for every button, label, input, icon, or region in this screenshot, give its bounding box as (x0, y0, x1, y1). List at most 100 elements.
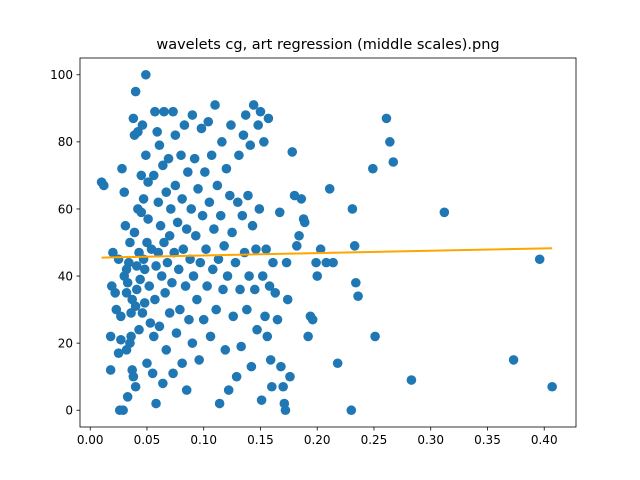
scatter-point (172, 217, 183, 228)
scatter-point (206, 150, 217, 161)
scatter-point (131, 261, 142, 271)
scatter-point (181, 224, 192, 234)
scatter-point (160, 288, 170, 298)
scatter-point (119, 187, 130, 197)
scatter-point (158, 160, 168, 171)
scatter-point (150, 106, 160, 117)
scatter-point (223, 385, 234, 395)
scatter-point (110, 288, 120, 298)
scatter-point (145, 318, 156, 328)
scatter-point (218, 284, 228, 295)
scatter-point (128, 371, 139, 382)
scatter-point (168, 106, 178, 117)
scatter-point (141, 150, 151, 161)
scatter-point (238, 130, 249, 140)
scatter-point (128, 113, 139, 124)
scatter-point (291, 241, 302, 251)
scatter-point (534, 254, 545, 265)
scatter-point (248, 100, 259, 110)
scatter-point (246, 361, 257, 372)
scatter-point (121, 288, 132, 298)
scatter-point (170, 180, 181, 191)
scatter-point (141, 69, 151, 80)
scatter-point (136, 207, 147, 218)
scatter-point (235, 284, 245, 295)
scatter-point (169, 247, 180, 258)
scatter-point (195, 257, 206, 268)
scatter-point (178, 244, 189, 255)
scatter-point (131, 284, 142, 295)
scatter-point (189, 153, 200, 164)
scatter-point (280, 405, 291, 416)
scatter-point (287, 147, 298, 157)
scatter-point (252, 324, 262, 335)
scatter-point (198, 314, 209, 325)
scatter-point (370, 331, 380, 342)
scatter-point (249, 284, 260, 295)
scatter-point (232, 197, 243, 208)
scatter-point (158, 378, 168, 389)
scatter-point (274, 207, 285, 218)
scatter-point (108, 247, 118, 258)
scatter-point (211, 304, 221, 315)
scatter-point (282, 294, 293, 305)
scatter-point (152, 127, 162, 137)
y-tick-label: 80 (58, 135, 73, 149)
scatter-point (272, 314, 283, 325)
scatter-point (270, 288, 281, 298)
scatter-point (257, 271, 268, 281)
regression-line-group (101, 247, 553, 259)
scatter-point (130, 301, 141, 312)
scatter-point (139, 264, 150, 275)
scatter-point (116, 334, 126, 345)
scatter-point (268, 257, 278, 268)
scatter-point (247, 220, 258, 231)
scatter-point (439, 207, 450, 218)
y-axis: 0 20 40 60 80 100 (50, 68, 80, 418)
scatter-point (254, 204, 265, 214)
scatter-point (105, 365, 116, 375)
scatter-point (353, 291, 363, 301)
scatter-point (164, 230, 175, 241)
scatter-point (113, 348, 124, 359)
scatter-point (180, 281, 191, 291)
scatter-point (155, 220, 166, 231)
scatter-point (185, 254, 195, 265)
scatter-point (214, 398, 225, 409)
scatter-point (161, 187, 172, 197)
scatter-point (213, 254, 224, 265)
scatter-point (126, 308, 136, 318)
scatter-point (194, 355, 204, 365)
scatter-point (148, 170, 159, 181)
scatter-point (240, 110, 251, 120)
scatter-point (163, 153, 174, 164)
scatter-point (278, 381, 288, 392)
scatter-point (311, 257, 321, 268)
scatter-point (162, 257, 173, 268)
scatter-points (96, 69, 557, 416)
scatter-point (193, 184, 203, 194)
scatter-point (349, 241, 360, 251)
x-tick-label: 0.25 (361, 433, 388, 447)
scatter-point (255, 106, 266, 117)
scatter-point (368, 163, 378, 174)
scatter-point (209, 224, 219, 234)
scatter-point (332, 358, 343, 369)
scatter-point (346, 405, 357, 416)
scatter-point (138, 194, 149, 204)
scatter-point (210, 100, 220, 110)
scatter-point (328, 257, 338, 268)
scatter-point (385, 137, 395, 147)
scatter-point (215, 210, 226, 221)
scatter-point (188, 271, 199, 281)
scatter-point (265, 355, 276, 365)
scatter-point (244, 271, 254, 281)
x-tick-label: 0.20 (304, 433, 331, 447)
scatter-point (135, 274, 145, 285)
x-tick-label: 0.35 (474, 433, 501, 447)
scatter-point (117, 163, 127, 174)
scatter-point (134, 324, 144, 335)
scatter-point (245, 140, 256, 151)
scatter-point (168, 368, 178, 379)
